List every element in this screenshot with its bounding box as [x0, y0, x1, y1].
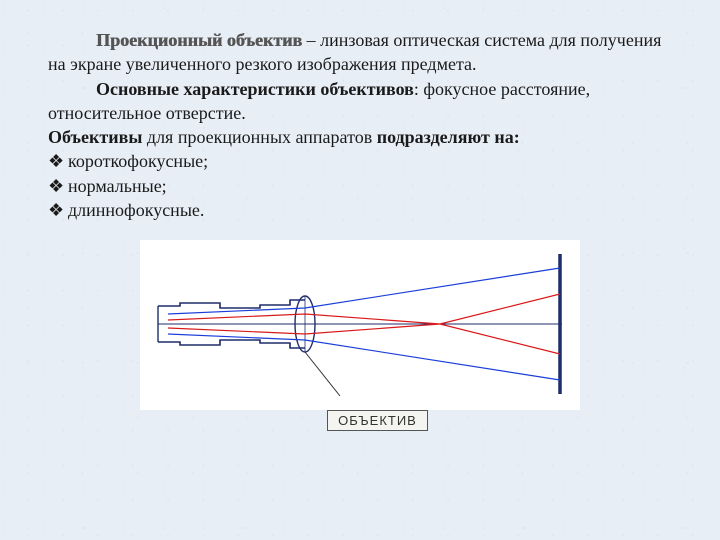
- bullet-icon: ❖: [48, 149, 68, 173]
- definition-paragraph: Проекционный объектив – линзовая оптичес…: [48, 28, 672, 77]
- objective-label: ОБЪЕКТИВ: [327, 410, 428, 431]
- list-item-label: нормальные;: [68, 176, 167, 196]
- subdivision-bold2: подразделяют на:: [377, 127, 520, 147]
- list-item-label: длиннофокусные.: [68, 200, 204, 220]
- subdivision-bold1: Объективы: [48, 127, 142, 147]
- ray-diagram-svg: [140, 240, 580, 410]
- bullet-icon: ❖: [48, 198, 68, 222]
- characteristics-paragraph: Основные характеристики объективов: фоку…: [48, 77, 672, 126]
- list-item: ❖нормальные;: [48, 174, 672, 198]
- list-item: ❖короткофокусные;: [48, 149, 672, 173]
- list-item: ❖длиннофокусные.: [48, 198, 672, 222]
- subdivision-mid: для проекционных аппаратов: [142, 127, 376, 147]
- characteristics-heading: Основные характеристики объективов: [96, 79, 414, 99]
- bullet-icon: ❖: [48, 174, 68, 198]
- term-title: Проекционный объектив: [96, 30, 302, 50]
- optics-diagram: ОБЪЕКТИВ: [48, 240, 672, 431]
- lens-types-list: ❖короткофокусные; ❖нормальные; ❖длиннофо…: [48, 149, 672, 222]
- list-item-label: короткофокусные;: [68, 151, 208, 171]
- subdivision-paragraph: Объективы для проекционных аппаратов под…: [48, 125, 672, 149]
- body-text: Проекционный объектив – линзовая оптичес…: [48, 28, 672, 222]
